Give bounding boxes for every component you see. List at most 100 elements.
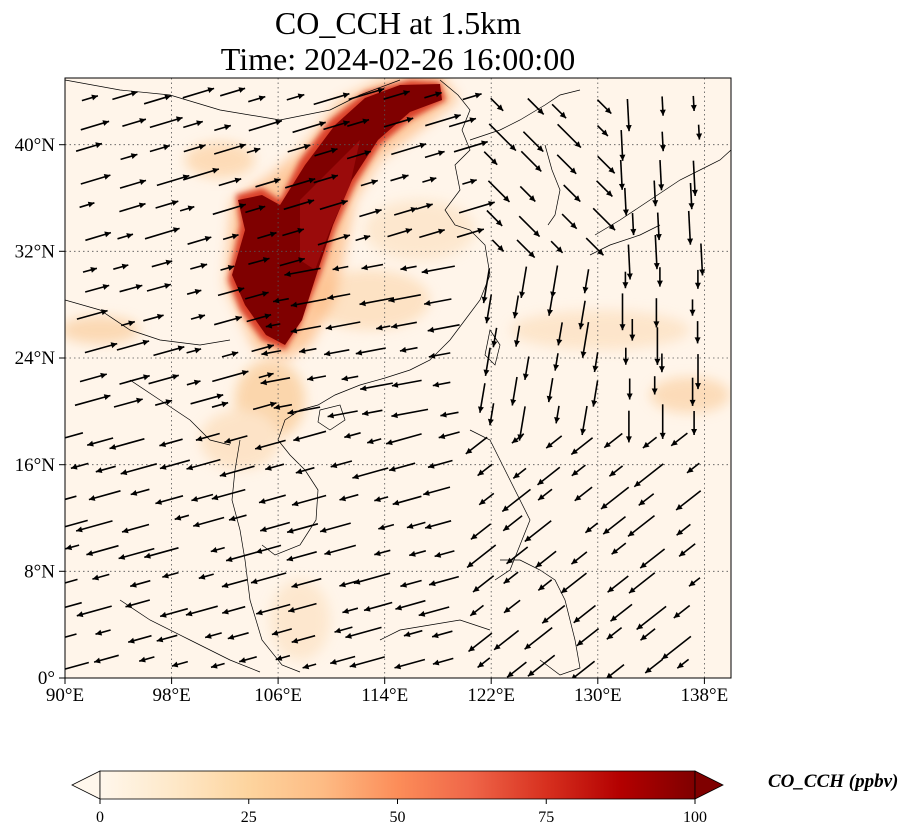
colorbar-label: CO_CCH (ppbv) [768,771,899,792]
wind-vector-arrowhead [428,462,435,469]
wind-vector-arrowhead [330,147,338,154]
wind-vector-arrowhead [608,223,616,231]
wind-vector-arrowhead [193,379,201,386]
wind-vector-arrowhead [120,469,128,476]
wind-vector-arrowhead [262,291,269,297]
wind-vector-shaft [458,201,495,214]
wind-vector-arrowhead [122,527,129,534]
wind-vector-arrowhead [659,109,666,116]
wind-vector-arrowhead [689,309,696,316]
wind-vector-arrowhead [655,234,662,241]
wind-vector-arrowhead [634,480,641,487]
wind-vector-arrowhead [344,432,351,439]
wind-vector-arrowhead [130,581,137,588]
wind-vector-arrowhead [528,251,535,258]
wind-vector-arrowhead [174,514,182,521]
wind-vector-arrowhead [652,200,659,207]
wind-vector-arrowhead [477,469,485,476]
wind-vector-arrowhead [237,286,245,293]
wind-vector-arrowhead [342,92,350,99]
wind-vector-arrowhead [502,505,509,512]
wind-vector-arrowhead [388,296,395,303]
wind-vector-arrowhead [608,167,615,174]
wind-vector-arrowhead [618,183,625,190]
map-frame [64,77,732,679]
wind-vector-arrowhead [689,580,696,587]
wind-vector-arrowhead [273,404,281,410]
wind-vector-arrowhead [410,207,418,213]
wind-vector-arrowhead [265,322,273,329]
wind-vector-arrowhead [211,494,219,501]
wind-vector-arrowhead [536,145,544,152]
wind-vector-arrowhead [234,177,242,184]
wind-vector-arrowhead [432,381,440,388]
wind-vector-arrowhead [256,609,263,616]
y-tick-label: 16°N [15,455,56,476]
wind-vector-arrowhead [198,144,206,150]
wind-vector-arrowhead [522,373,529,380]
wind-vector-arrowhead [238,87,246,93]
wind-vector-arrowhead [376,324,383,331]
wind-vector-shaft [313,92,350,106]
wind-vector-arrowhead [640,562,647,569]
wind-vector-arrowhead [601,129,608,136]
wind-vector-arrowhead [219,471,227,478]
wind-vector-arrowhead [638,499,646,506]
wind-vector-arrowhead [136,397,143,404]
wind-vector-arrowhead [211,662,218,669]
wind-vector-arrowhead [406,117,414,123]
y-tick-label: 8°N [24,562,55,583]
wind-vector-arrowhead [293,435,300,442]
wind-vector-arrowhead [58,581,65,587]
wind-vector-arrowhead [362,410,369,416]
wind-vector-arrowhead [196,120,203,127]
wind-vector-arrowhead [454,113,461,120]
wind-vector-arrowhead [320,527,327,533]
wind-vector-arrowhead [659,432,666,439]
wind-vector-arrowhead [694,337,701,344]
wind-vector-arrowhead [267,372,274,378]
wind-vector-shaft [352,467,389,479]
wind-vector-arrowhead [628,530,635,537]
wind-vector-shaft [353,572,391,585]
wind-vector-arrowhead [193,521,200,528]
wind-vector-arrowhead [542,617,549,624]
wind-vector-arrowhead [510,399,517,406]
wind-vector-arrowhead [653,321,660,328]
wind-vector-arrowhead [43,501,50,507]
wind-vector-arrowhead [330,462,338,469]
wind-vector-arrowhead [330,658,337,665]
wind-vector-arrowhead [423,490,430,496]
wind-vector-arrowhead [429,176,437,183]
wind-vector-arrowhead [239,203,246,209]
wind-vector-arrowhead [676,504,683,510]
wind-vector-arrowhead [103,174,111,180]
wind-vector-arrowhead [299,347,306,354]
wind-vector-shaft [488,123,517,152]
wind-vector-arrowhead [212,167,219,174]
wind-vector-arrowhead [86,550,93,556]
wind-vector-arrowhead [424,300,431,306]
wind-vector-arrowhead [345,632,352,639]
wind-vector-arrowhead [377,87,385,94]
wind-vector-arrowhead [503,524,510,531]
wind-vector-arrowhead [159,464,167,470]
wind-vector-arrowhead [241,370,249,376]
wind-vector-arrowhead [409,550,416,557]
wind-vector-arrowhead [173,227,180,233]
wind-vector-arrowhead [229,515,236,522]
wind-vector-arrowhead [556,246,563,253]
wind-vector-arrowhead [389,465,396,472]
wind-vector-shaft [636,605,667,631]
wind-vector-arrowhead [509,144,516,151]
wind-vector-arrowhead [341,199,348,206]
wind-vector-arrowhead [477,661,485,668]
wind-vector-arrowhead [142,339,150,346]
wind-vector-arrowhead [688,203,695,210]
wind-vector-shaft [76,605,112,617]
wind-vector-arrowhead [185,610,193,617]
wind-vector-arrowhead [394,663,402,670]
wind-vector-arrowhead [494,643,501,650]
wind-vector-arrowhead [360,385,367,392]
x-tick-label: 138°E [681,685,729,706]
